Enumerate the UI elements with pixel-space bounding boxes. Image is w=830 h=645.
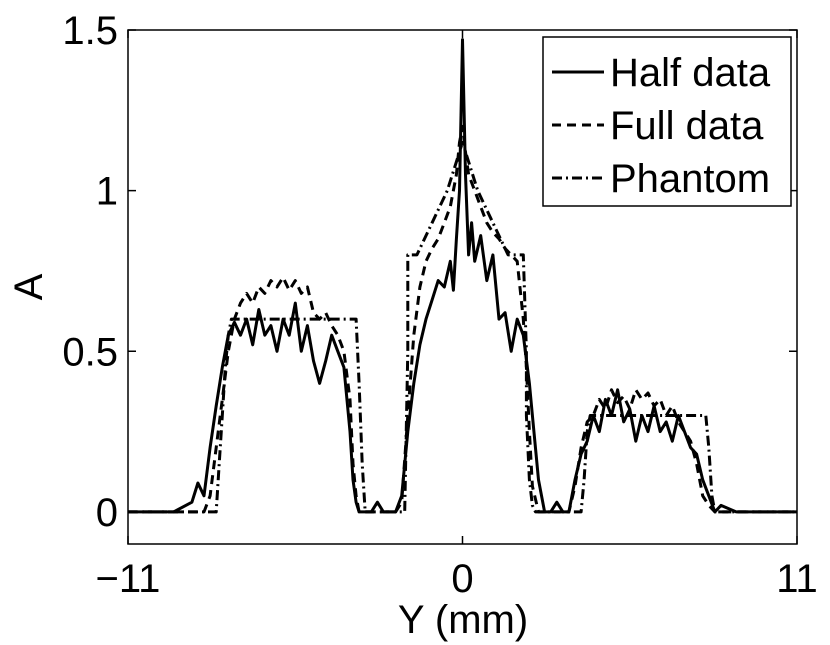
x-axis-title: Y (mm) xyxy=(398,598,528,642)
tick-labels: −11 0 11 0 0.5 1 1.5 xyxy=(62,9,817,601)
legend-label-phantom: Phantom xyxy=(610,157,770,201)
y-tick-label: 0.5 xyxy=(62,330,118,374)
y-tick-label: 1.5 xyxy=(62,9,118,53)
x-tick-label: −11 xyxy=(96,557,161,601)
x-tick-label: 11 xyxy=(776,557,818,601)
y-tick-label: 1 xyxy=(96,170,118,214)
legend: Half data Full data Phantom xyxy=(542,36,792,207)
series-layer xyxy=(128,38,797,514)
y-axis-title: A xyxy=(7,273,51,300)
legend-label-full-data: Full data xyxy=(610,104,764,148)
legend-label-half-data: Half data xyxy=(610,51,771,95)
series-line-full-data xyxy=(128,124,797,514)
legend-box xyxy=(542,36,792,207)
x-tick-label: 0 xyxy=(451,557,473,601)
series-line-half-data xyxy=(128,38,797,514)
y-tick-label: 0 xyxy=(96,491,118,535)
